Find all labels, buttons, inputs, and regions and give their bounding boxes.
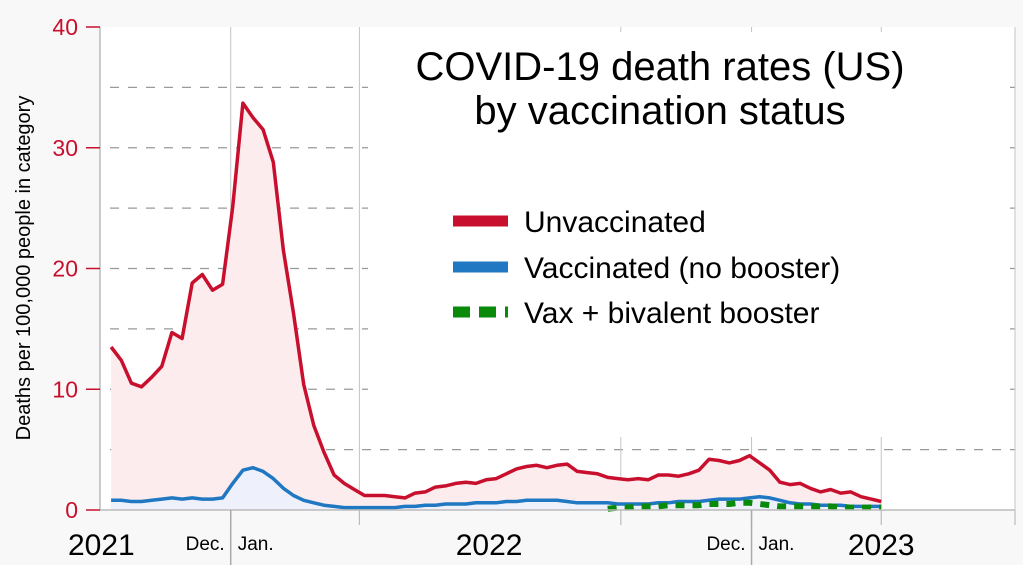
chart-title: COVID-19 death rates (US)	[415, 45, 904, 89]
legend-label-unvaccinated: Unvaccinated	[524, 206, 706, 239]
x-tick-label: Jan.	[238, 534, 274, 555]
y-tick-label: 30	[52, 135, 78, 161]
y-tick-label: 40	[52, 14, 78, 40]
legend-label-vaccinated: Vaccinated (no booster)	[524, 252, 840, 285]
axes: 0 10 20 30 40 2021 Dec. Jan. 2022 Dec. Jan. 2023	[52, 14, 1016, 565]
x-tick-label: 2022	[456, 529, 523, 562]
x-tick-label: 2021	[68, 529, 135, 562]
series-lines	[109, 101, 882, 512]
chart-subtitle: by vaccination status	[474, 89, 845, 133]
y-tick-label: 10	[52, 376, 78, 402]
series-line-vax-bivalent-booster	[607, 499, 882, 512]
y-tick-label: 0	[65, 497, 78, 523]
area-1	[111, 467, 882, 510]
x-tick-label: Jan.	[759, 534, 795, 555]
x-tick-label: Dec.	[186, 534, 225, 555]
legend: Unvaccinated Vaccinated (no booster) Vax…	[453, 206, 840, 330]
y-tick-label: 20	[52, 256, 78, 282]
x-tick-label: Dec.	[706, 534, 745, 555]
x-tick-label: 2023	[848, 529, 915, 562]
y-axis-label: Deaths per 100,000 people in category	[13, 96, 35, 441]
title-legend-backdrop	[368, 32, 1008, 437]
series-areas	[111, 103, 882, 510]
legend-label-bivalent: Vax + bivalent booster	[524, 297, 819, 330]
area-0	[111, 103, 882, 510]
